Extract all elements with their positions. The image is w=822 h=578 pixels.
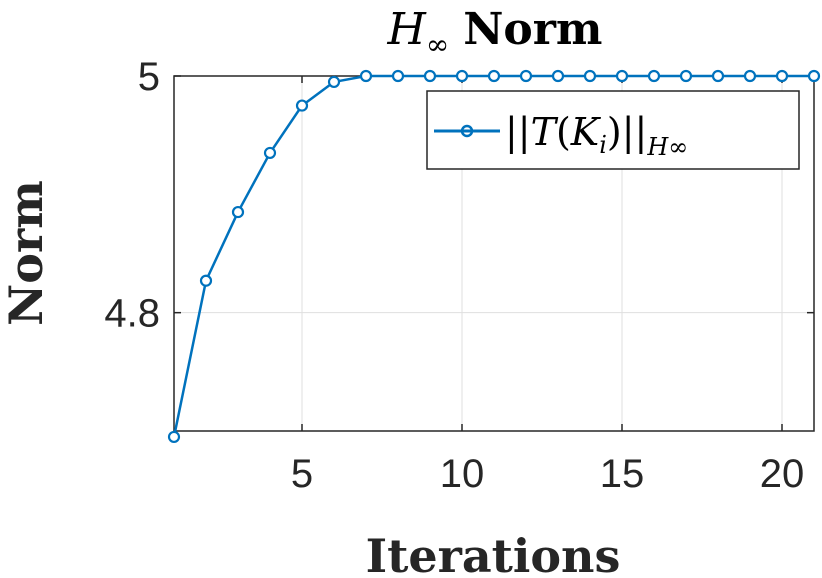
- y-axis-ticks: 4.85: [104, 55, 814, 336]
- x-tick-label: 5: [291, 452, 313, 496]
- data-point: [295, 99, 309, 112]
- data-point: [455, 69, 469, 83]
- data-point: [263, 146, 277, 160]
- legend-marker: [460, 124, 474, 138]
- data-point: [167, 430, 181, 444]
- data-point: [423, 69, 437, 83]
- legend-operator: T: [531, 110, 559, 154]
- data-point: [391, 69, 405, 83]
- legend-rparen: ): [607, 110, 622, 154]
- x-tick-label: 10: [440, 452, 485, 496]
- chart-title: H∞ Norm: [386, 4, 602, 61]
- legend-entry-label: ||T(Ki)||H∞: [505, 110, 688, 161]
- legend-var: K: [570, 110, 602, 154]
- legend-var-sub: i: [599, 131, 607, 159]
- data-point: [487, 69, 501, 83]
- data-point: [807, 69, 821, 83]
- legend-close-bars: ||: [622, 110, 648, 154]
- data-point: [551, 69, 565, 83]
- y-tick-label: 4.8: [104, 292, 160, 336]
- data-point: [679, 69, 693, 83]
- series-layer: [167, 69, 821, 444]
- legend-lparen: (: [556, 110, 571, 154]
- data-point: [775, 69, 789, 83]
- x-tick-label: 20: [760, 452, 805, 496]
- chart-title-word: Norm: [463, 4, 602, 55]
- chart-title-symbol: H: [386, 4, 427, 55]
- data-point: [647, 69, 661, 83]
- legend-norm-sub: H∞: [646, 133, 688, 161]
- x-tick-label: 15: [600, 452, 645, 496]
- legend-open-bars: ||: [505, 110, 531, 154]
- data-point: [583, 69, 597, 83]
- data-point: [615, 69, 629, 83]
- data-point: [327, 75, 341, 89]
- y-axis-label: Norm: [0, 180, 53, 326]
- data-point: [359, 69, 373, 83]
- legend: ||T(Ki)||H∞: [426, 90, 800, 170]
- data-point: [199, 274, 213, 287]
- chart-title-subscript: ∞: [426, 28, 449, 61]
- data-point: [711, 69, 725, 83]
- data-point: [231, 205, 245, 219]
- data-point: [519, 69, 533, 83]
- y-tick-label: 5: [138, 55, 160, 99]
- data-point: [743, 69, 757, 83]
- x-axis-label: Iterations: [366, 529, 621, 578]
